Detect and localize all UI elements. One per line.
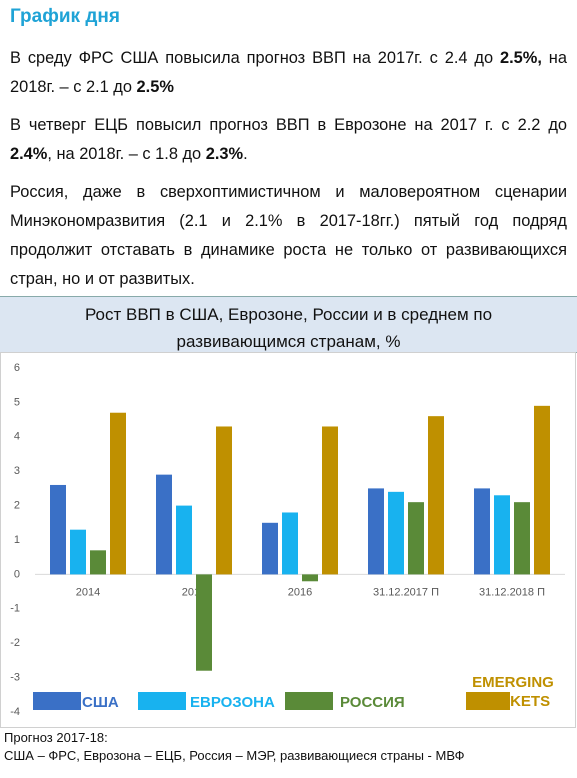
y-tick-label: 5 [14,396,20,408]
bar [282,512,298,575]
page-title: График дня [10,6,120,27]
y-tick-label: 4 [14,431,20,443]
bar [322,426,338,575]
y-tick-label: 6 [14,362,20,374]
x-tick-label: 31.12.2018 П [479,586,545,598]
footer-line: Прогноз 2017-18: [4,730,108,745]
bar [494,495,510,575]
bar [70,529,86,575]
bar [534,405,550,575]
legend-swatch [285,692,333,710]
y-tick-label: -4 [10,706,20,718]
text-run: 2.3% [205,145,244,163]
bar [156,474,172,575]
y-tick-label: 2 [14,500,20,512]
legend-swatch [138,692,186,710]
text-run: . [243,145,248,163]
x-tick-label: 31.12.2017 П [373,586,439,598]
text-run: В среду ФРС США повысила прогноз ВВП на … [10,49,500,67]
legend-swatch [33,692,81,710]
bar [514,502,530,575]
footer-line: США – ФРС, Еврозона – ЕЦБ, Россия – МЭР,… [4,748,465,763]
bar [408,502,424,575]
y-tick-label: -1 [10,603,20,615]
paragraph: В среду ФРС США повысила прогноз ВВП на … [10,44,567,102]
bar [216,426,232,575]
bar [474,488,490,575]
x-tick-label: 2014 [76,586,100,598]
bar [262,522,278,575]
legend-label: EMERGING MARKETS [472,674,554,710]
paragraph: Россия, даже в сверхоптимистичном и мало… [10,178,567,294]
text-run: В четверг ЕЦБ повысил прогноз ВВП в Евро… [10,116,567,134]
bar [388,491,404,575]
y-tick-label: 0 [14,568,20,580]
x-tick-label: 2016 [288,586,312,598]
bar [90,550,106,575]
text-run: на 2018г. – с 2.1 до [10,49,567,96]
text-run: , на 2018г. – с 1.8 до [47,145,206,163]
chart-title: Рост ВВП в США, Еврозоне, России и в сре… [0,296,577,353]
paragraph: В четверг ЕЦБ повысил прогноз ВВП в Евро… [10,111,567,169]
y-tick-label: 1 [14,534,20,546]
legend-label: США [82,694,119,711]
legend-label: РОССИЯ [340,694,405,711]
text-run: Россия, даже в сверхоптимистичном и мало… [10,183,567,288]
chart-title-text: Рост ВВП в США, Еврозоне, России и в сре… [84,305,493,351]
bar [110,412,126,575]
bar [196,574,212,671]
bar [428,416,444,575]
y-tick-label: -3 [10,672,20,684]
legend-label: ЕВРОЗОНА [190,694,275,711]
chart-border [0,352,576,728]
bar [302,574,318,582]
y-tick-label: -2 [10,637,20,649]
text-run: 2.5% [136,78,174,96]
legend-swatch [466,692,510,710]
bar [50,484,66,575]
bar [368,488,384,575]
y-tick-label: 3 [14,465,20,477]
bar [176,505,192,575]
text-run: 2.4% [10,145,48,163]
text-run: 2.5%, [499,49,542,67]
